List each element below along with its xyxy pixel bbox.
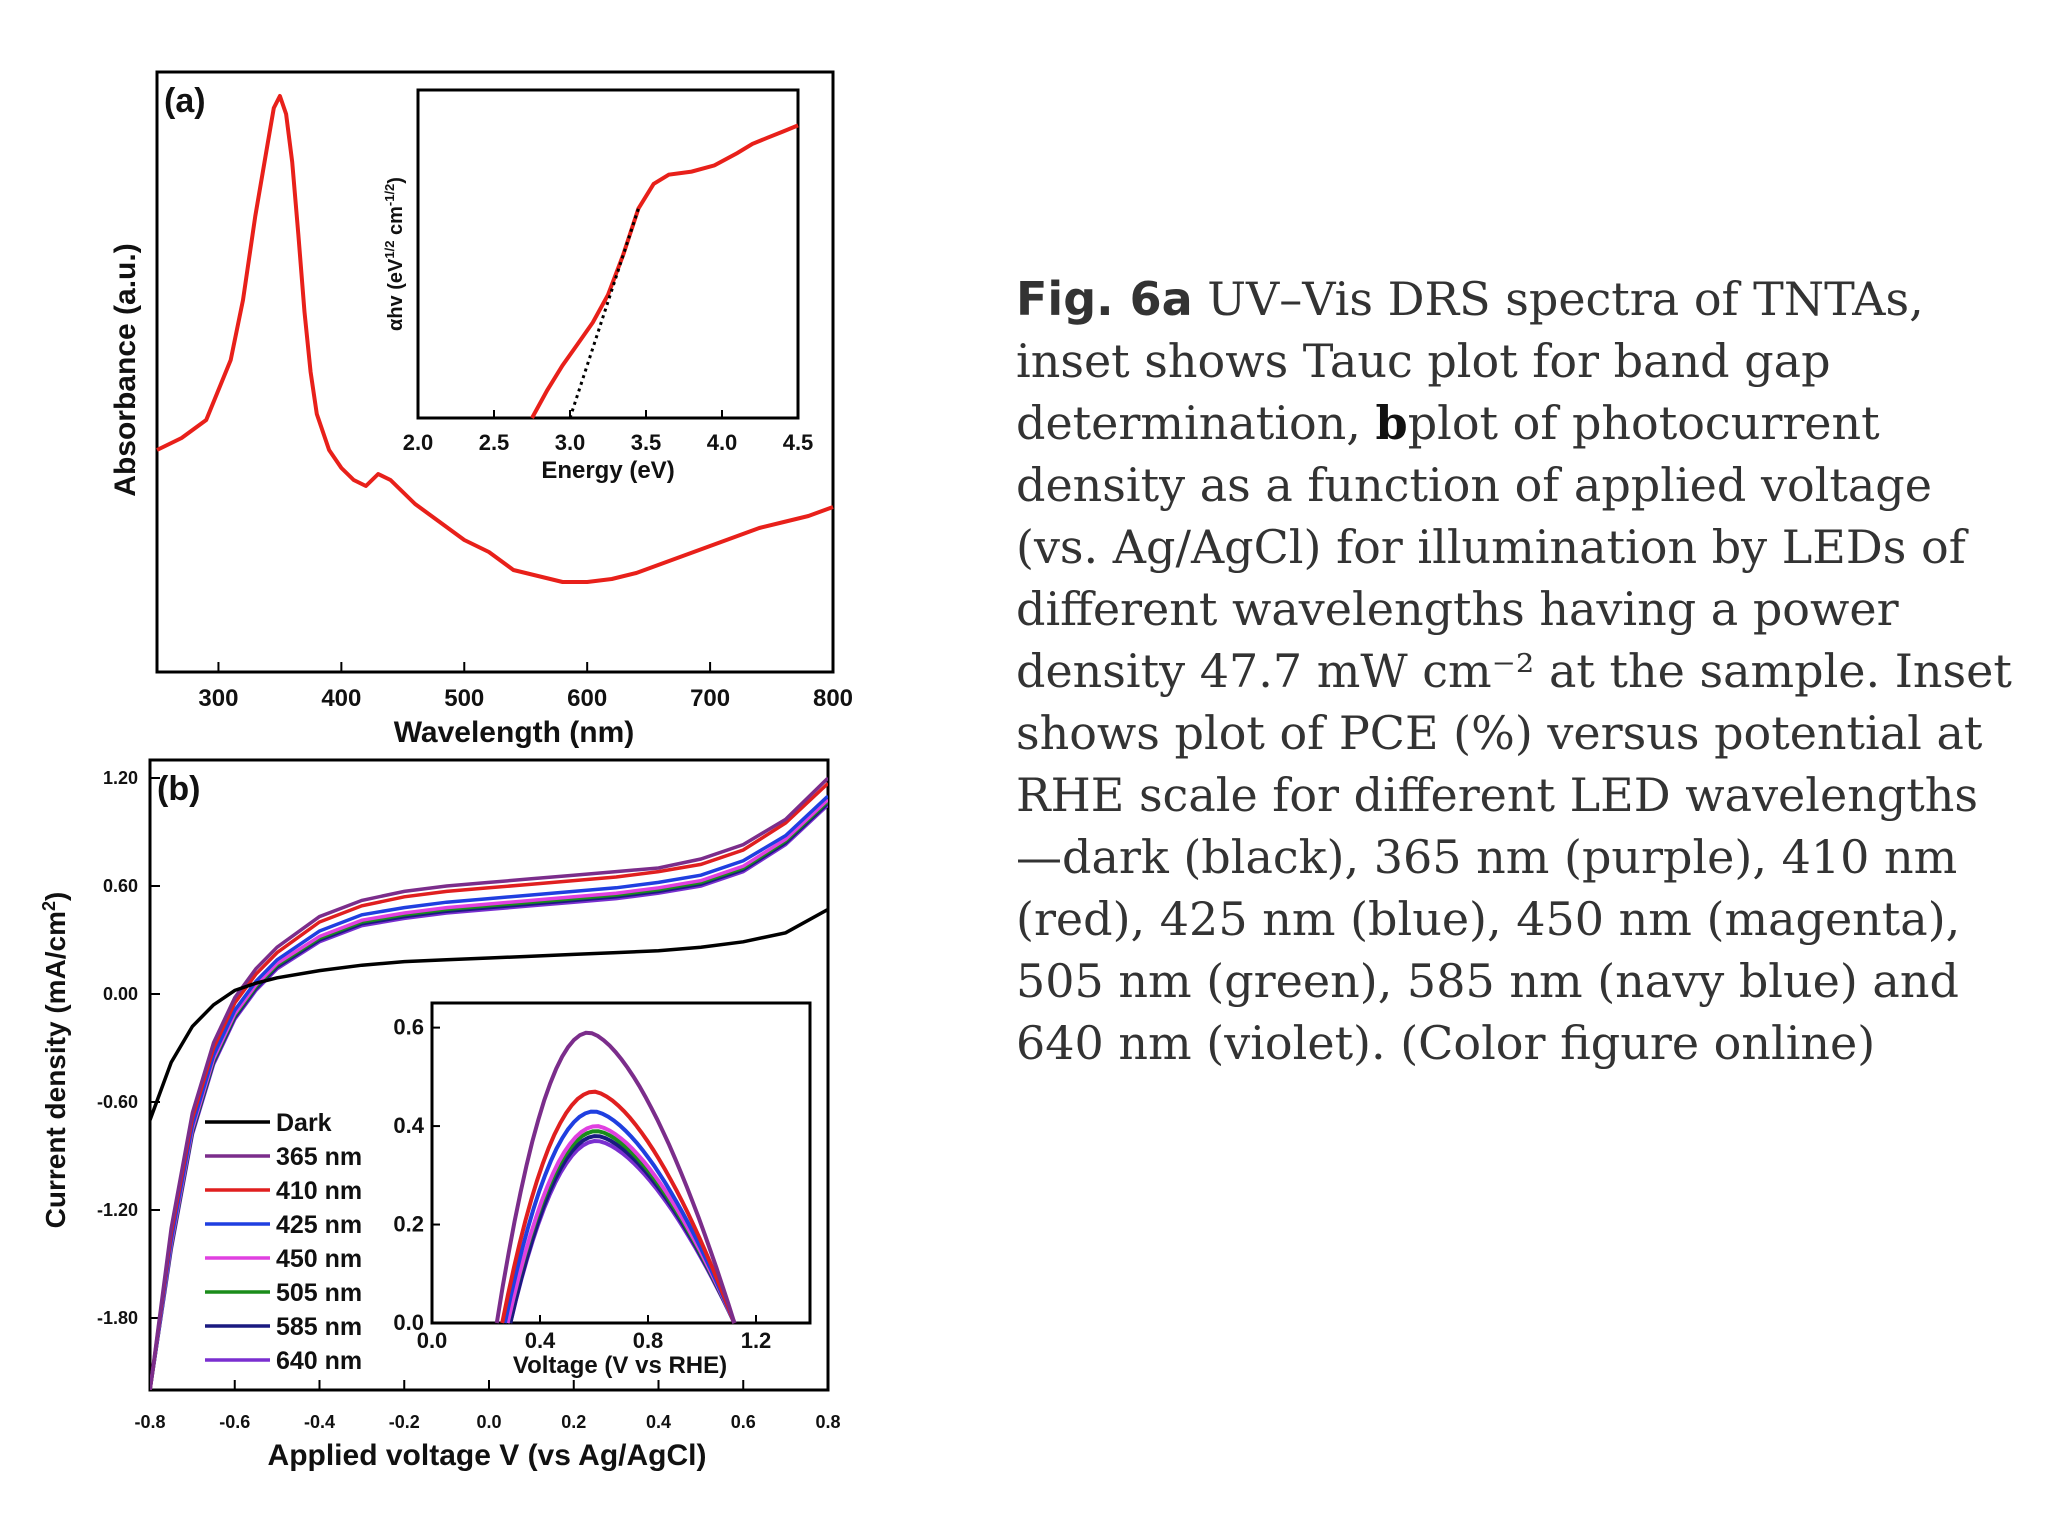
series-line-dark: [150, 907, 828, 1121]
x-tick-label-b-inset: 0.4: [525, 1328, 556, 1353]
chart-a-inset-frame: [416, 88, 800, 420]
pce-line-425-nm: [502, 1109, 737, 1324]
chart-b-inset: Voltage (V vs RHE) 0.0 0.4 0.8 1.2 0.6 0.4 0.…: [393, 1001, 812, 1379]
x-tick-label-a: 300: [198, 685, 238, 712]
x-tick-label-b: -0.8: [134, 1412, 165, 1432]
x-tick-label-b: 0.4: [646, 1412, 671, 1432]
chart-a-main: (a) Wavelength (nm) Absorbance (a.u.) 30…: [109, 70, 853, 749]
caption-text-a: UV–Vis DRS spectra of TNTAs, inset shows…: [1016, 272, 1924, 450]
figure-caption: Fig. 6a UV–Vis DRS spectra of TNTAs, ins…: [1016, 268, 2016, 1074]
x-tick-label-b: 0.2: [561, 1412, 586, 1432]
caption-b-label: b: [1375, 396, 1408, 450]
x-axis-label-b-inset: Voltage (V vs RHE): [513, 1352, 727, 1379]
series-line-absorbance: [156, 94, 834, 584]
figure: (a) Wavelength (nm) Absorbance (a.u.) 30…: [39, 70, 853, 1472]
y-tick-label-b-inset: 0.2: [393, 1212, 424, 1237]
chart-b-main: (b) Applied voltage V (vs Ag/AgCl) Curre…: [39, 758, 841, 1472]
chart-b-inset-frame: [430, 1001, 812, 1325]
x-tick-label-b: 0.0: [476, 1412, 501, 1432]
caption-text-b: plot of photocurrent density as a functi…: [1016, 396, 2012, 1070]
y-tick-label-b-inset: 0.0: [393, 1310, 424, 1335]
x-tick-label-a-inset: 2.5: [479, 430, 510, 455]
x-tick-label-a: 700: [690, 685, 730, 712]
caption-fig-label: Fig. 6a: [1016, 272, 1193, 326]
legend-label: 505 nm: [276, 1279, 362, 1307]
y-axis-label-a-inset: αhv (eV1/2 cm-1/2): [382, 177, 407, 331]
legend-label: Dark: [276, 1109, 332, 1137]
y-tick-label-b: 0.00: [103, 984, 138, 1004]
x-tick-label-a: 500: [444, 685, 484, 712]
x-tick-label-a-inset: 2.0: [403, 430, 434, 455]
panel-label-a: (a): [164, 82, 206, 120]
x-tick-label-a: 400: [321, 685, 361, 712]
x-tick-label-a: 800: [813, 685, 853, 712]
chart-a-inset: Energy (eV) αhv (eV1/2 cm-1/2) 2.0 2.5 3.0…: [382, 88, 814, 484]
series-line-410-nm: [150, 782, 828, 1390]
legend-label: 410 nm: [276, 1177, 362, 1205]
y-tick-label-b-inset: 0.6: [393, 1015, 424, 1040]
x-tick-label-b: -0.4: [304, 1412, 335, 1432]
legend-label: 365 nm: [276, 1143, 362, 1171]
y-axis-label-b: Current density (mA/cm2): [39, 892, 71, 1229]
x-tick-label-a-inset: 4.5: [783, 430, 814, 455]
x-tick-label-b-inset: 0.0: [417, 1328, 448, 1353]
x-axis-label-a-inset: Energy (eV): [541, 457, 674, 484]
legend-label: 585 nm: [276, 1313, 362, 1341]
pce-line-365-nm: [494, 1030, 737, 1324]
chart-a-frame: [155, 70, 835, 674]
y-tick-label-b: -0.60: [97, 1092, 138, 1112]
y-tick-label-b: -1.80: [97, 1308, 138, 1328]
x-tick-label-b: -0.6: [219, 1412, 250, 1432]
y-tick-label-b-inset: 0.4: [393, 1113, 424, 1138]
x-tick-label-a-inset: 3.0: [555, 430, 586, 455]
panel-label-b: (b): [157, 770, 200, 808]
series-line-425-nm: [150, 794, 828, 1390]
x-axis-label-b: Applied voltage V (vs Ag/AgCl): [268, 1439, 707, 1472]
pce-line-410-nm: [500, 1089, 737, 1324]
x-tick-label-a-inset: 4.0: [707, 430, 738, 455]
legend-label: 450 nm: [276, 1245, 362, 1273]
legend-label: 425 nm: [276, 1211, 362, 1239]
x-tick-label-a: 600: [567, 685, 607, 712]
x-axis-label-a: Wavelength (nm): [394, 716, 635, 749]
x-tick-label-b-inset: 1.2: [741, 1328, 772, 1353]
y-tick-label-b: 0.60: [103, 876, 138, 896]
legend-label: 640 nm: [276, 1347, 362, 1375]
y-tick-label-b: -1.20: [97, 1200, 138, 1220]
x-tick-label-b: 0.8: [815, 1412, 840, 1432]
series-line-365-nm: [150, 776, 828, 1390]
x-tick-label-a-inset: 3.5: [631, 430, 662, 455]
series-line-extrapolation: [568, 208, 640, 419]
y-tick-label-b: 1.20: [103, 768, 138, 788]
series-line-tauc: [530, 123, 799, 419]
x-tick-label-b-inset: 0.8: [633, 1328, 664, 1353]
x-tick-label-b: -0.2: [389, 1412, 420, 1432]
y-axis-label-a: Absorbance (a.u.): [109, 243, 142, 496]
x-tick-label-b: 0.6: [731, 1412, 756, 1432]
